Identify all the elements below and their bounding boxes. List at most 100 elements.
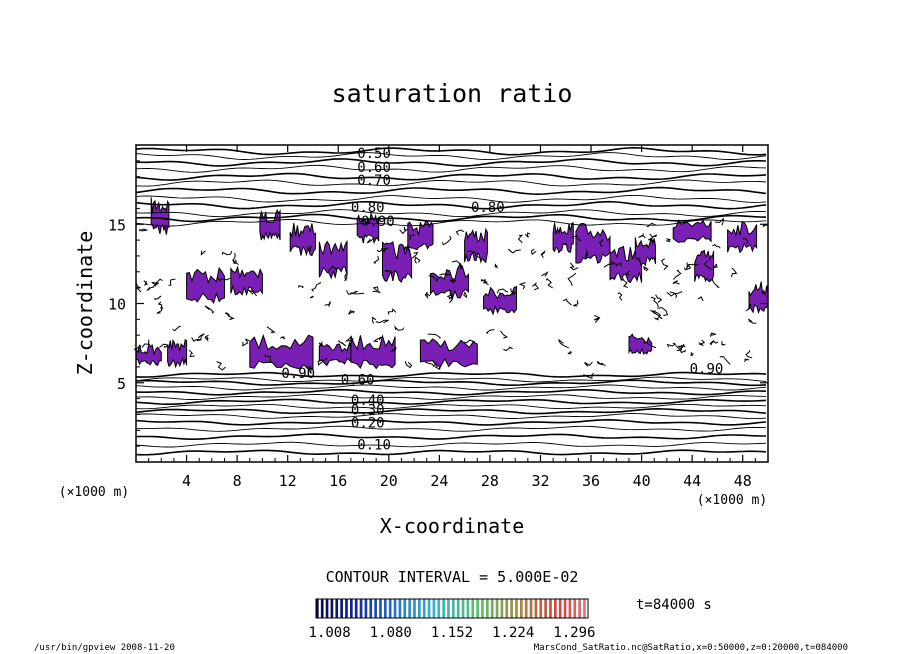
contour-fragment <box>221 250 233 256</box>
contour-fragment <box>569 262 579 271</box>
supersaturated-region <box>407 220 434 251</box>
supersaturated-region <box>748 281 769 315</box>
plot-area: 0.500.600.700.800.900.800.90 0.900.600.40… <box>133 144 769 463</box>
contour-fragment <box>712 243 721 249</box>
colorbar-swatch <box>529 599 533 618</box>
contour-line <box>135 379 767 387</box>
contour-fragment <box>646 222 656 228</box>
contour-fragment <box>311 282 322 292</box>
contour-fragment <box>424 361 438 368</box>
supersaturated-region <box>259 208 281 241</box>
contour-line <box>135 146 767 156</box>
colorbar-swatch <box>388 599 392 618</box>
contour-fragment <box>309 295 314 299</box>
contour-fragment <box>449 279 457 284</box>
contour-fragment <box>655 294 663 303</box>
x-tick-label: 24 <box>430 472 448 490</box>
contour-fragment <box>660 258 669 270</box>
contour-fragment <box>686 262 699 268</box>
contour-fragment <box>480 279 487 282</box>
contour-fragment <box>486 329 495 335</box>
supersaturated-region <box>289 222 316 257</box>
time-label: t=84000 s <box>636 597 712 613</box>
plot-frame <box>135 144 769 463</box>
supersaturated-region <box>430 262 469 301</box>
contour-fragment <box>231 259 239 266</box>
contour-fragment <box>427 333 441 339</box>
contour-fragment <box>598 239 604 247</box>
contour-fragment <box>264 354 271 363</box>
contour-fragment <box>649 309 662 316</box>
colorbar-swatch <box>505 599 509 618</box>
contour-fragment <box>690 352 694 357</box>
colorbar-swatch <box>578 599 581 618</box>
colorbar-swatch <box>379 599 382 618</box>
x-tick-label: 16 <box>329 472 347 490</box>
contour-fragment <box>540 249 546 258</box>
contour-fragment <box>345 290 358 295</box>
contour-fragment <box>191 337 202 342</box>
supersaturated-region <box>167 338 188 369</box>
contour-fragment <box>712 263 718 269</box>
contour-fragment <box>375 319 389 324</box>
colorbar-swatch <box>359 599 363 618</box>
colorbar-swatch <box>432 599 436 618</box>
colorbar-swatch <box>486 599 489 618</box>
colorbar-swatch <box>510 599 513 618</box>
contour-fragment <box>409 234 415 240</box>
contour-fragment <box>135 282 142 293</box>
contour-line <box>135 186 767 196</box>
colorbar-swatch <box>384 599 387 618</box>
colorbar-swatch <box>471 599 475 618</box>
contour-fragment <box>371 316 377 324</box>
supersaturated-region <box>628 333 653 355</box>
x-tick-label: 48 <box>734 472 752 490</box>
colorbar-swatch <box>447 599 450 618</box>
contour-line <box>135 152 767 161</box>
contour-fragment <box>697 296 704 302</box>
contour-fragment <box>524 232 531 238</box>
contour-fragment <box>143 280 148 286</box>
colorbar-swatch <box>524 599 528 618</box>
supersaturated-region <box>356 211 380 245</box>
contour-fragment <box>657 307 669 317</box>
colorbar-swatch <box>398 599 402 618</box>
contour-fragment <box>172 325 182 332</box>
colorbar-swatch <box>442 599 445 618</box>
contour-label: 0.40 <box>351 393 385 409</box>
colorbar-swatch <box>437 599 441 618</box>
contour-fragment <box>159 343 170 349</box>
colorbar-swatch <box>350 599 353 618</box>
contour-line <box>135 172 767 181</box>
colorbar-swatch <box>393 599 397 618</box>
contour-fragment <box>298 285 304 289</box>
contour-fragment <box>344 273 348 282</box>
supersaturated-region <box>672 219 712 243</box>
colorbar-swatch <box>573 599 577 618</box>
contour-fragment <box>247 289 257 297</box>
contour-fragment <box>225 311 235 321</box>
contour-fragment <box>399 226 408 235</box>
contour-fragment <box>603 260 616 268</box>
colorbar-swatch <box>422 599 426 618</box>
contour-fragment <box>518 282 526 290</box>
contour-fragment <box>745 350 753 359</box>
contour-fragment <box>567 272 577 286</box>
contour-fragment <box>266 326 276 334</box>
contour-fragment <box>683 264 692 271</box>
contour-fragment <box>324 301 331 307</box>
contour-fragment <box>439 273 451 276</box>
contour-fragment <box>348 309 355 315</box>
contour-fragment <box>731 267 738 278</box>
colorbar-swatch <box>539 599 543 618</box>
contour-fragment <box>672 280 680 285</box>
contour-fragment <box>614 262 622 267</box>
contour-fragment <box>328 265 338 273</box>
contour-fragment <box>703 260 715 271</box>
contour-fragment <box>448 289 454 300</box>
x-tick-label: 32 <box>531 472 549 490</box>
colorbar-swatch <box>481 599 484 618</box>
colorbar-tick-labels: 1.008 1.080 1.152 1.224 1.296 <box>309 625 596 641</box>
contour-fragment <box>558 339 569 349</box>
contour-fragment <box>376 248 385 253</box>
